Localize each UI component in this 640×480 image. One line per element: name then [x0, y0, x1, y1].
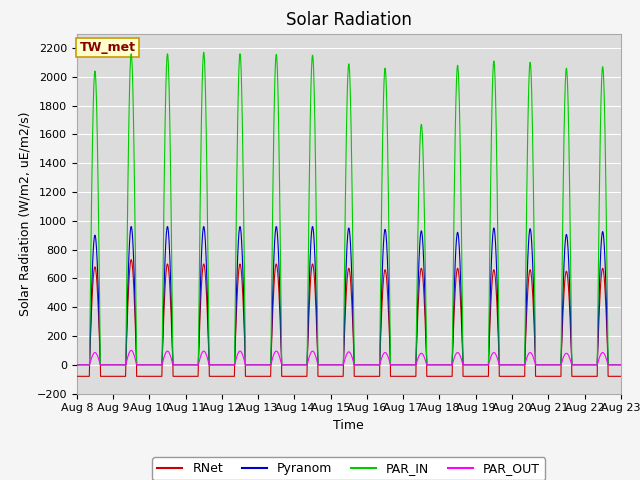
Text: TW_met: TW_met	[79, 41, 136, 54]
X-axis label: Time: Time	[333, 419, 364, 432]
Legend: RNet, Pyranom, PAR_IN, PAR_OUT: RNet, Pyranom, PAR_IN, PAR_OUT	[152, 457, 545, 480]
Y-axis label: Solar Radiation (W/m2, uE/m2/s): Solar Radiation (W/m2, uE/m2/s)	[18, 111, 31, 316]
Title: Solar Radiation: Solar Radiation	[286, 11, 412, 29]
